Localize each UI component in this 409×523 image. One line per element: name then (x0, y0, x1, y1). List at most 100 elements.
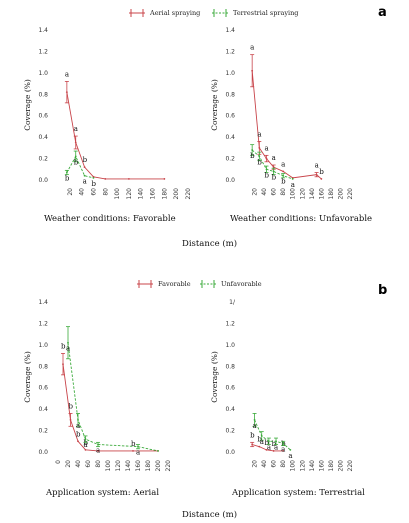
data-point (84, 448, 87, 451)
data-point (251, 443, 254, 446)
data-point (272, 450, 275, 452)
y-axis-label: Coverage (%) (210, 351, 219, 403)
data-point (275, 440, 277, 443)
significance-letter: a (281, 160, 285, 168)
chart-aerial-system: Coverage (%) 0.0 0.2 0.4 0.6 0.8 1.0 1.2 1.4 0 20 4… (23, 299, 172, 471)
x-tick-label: 180 (328, 188, 335, 200)
series-dashed: aaa a aa (252, 413, 293, 460)
significance-letter: b (61, 342, 66, 350)
significance-letter: a (267, 443, 271, 451)
significance-letter: b (250, 431, 255, 439)
significance-letter: a (250, 44, 254, 52)
x-tick-label: 80 (280, 188, 287, 196)
legend-b-swatch-1 (137, 280, 153, 288)
significance-letter: b (319, 168, 324, 176)
x-tick-label: 60 (85, 460, 92, 468)
significance-letter: b (84, 439, 89, 447)
data-point (265, 168, 268, 171)
y-tick-label: 0.4 (38, 134, 48, 141)
data-point (251, 69, 254, 72)
significance-letter: a (291, 181, 295, 189)
x-tick-label: 120 (299, 460, 306, 472)
data-point (291, 178, 294, 180)
significance-letter: b (83, 156, 88, 164)
y-tick-label: 0.8 (38, 91, 48, 98)
data-point (282, 174, 285, 177)
chart-terrestrial-system: Coverage (%) 0.0 0.2 0.4 0.6 0.8 1.0 1.2 1/20 40 6… (210, 299, 354, 471)
y-tick-label: 1.4 (225, 27, 235, 34)
data-point (104, 178, 107, 180)
y-tick-label: 1.4 (38, 27, 48, 34)
significance-letter: a (288, 452, 292, 460)
x-tick-label: 100 (105, 460, 112, 472)
data-point (251, 149, 254, 151)
x-tick-label: 40 (75, 460, 82, 468)
y-tick-label: 1.2 (225, 320, 235, 327)
y-tick-label: 0.0 (38, 177, 48, 184)
data-point (92, 176, 95, 179)
y-tick-label: 1.0 (38, 342, 48, 349)
data-point (282, 442, 285, 445)
data-point (258, 445, 261, 448)
legend-b-label-2: Unfavorable (221, 280, 262, 288)
x-tick-label: 20 (65, 460, 72, 468)
data-point (267, 440, 270, 443)
significance-letter: a (264, 144, 268, 152)
significance-letter: b (281, 178, 286, 186)
data-point (253, 418, 256, 421)
data-point (265, 157, 268, 160)
series-line (251, 70, 322, 180)
significance-letter: b (65, 175, 70, 183)
y-tick-label: 0.0 (38, 449, 48, 456)
significance-letter: a (66, 345, 70, 353)
significance-letter: a (96, 447, 100, 455)
y-tick-label: 0.8 (225, 91, 235, 98)
significance-letter: b (257, 436, 262, 444)
series-line (67, 342, 159, 452)
data-point (62, 363, 64, 366)
data-point (258, 146, 261, 149)
y-tick-label: 0.6 (38, 385, 48, 392)
y-tick-label: 0.6 (225, 385, 235, 392)
data-point (157, 450, 159, 452)
significance-letter: a (76, 422, 80, 430)
series-line (66, 155, 94, 179)
y-tick-label: 1.0 (225, 342, 235, 349)
x-tick-label: 180 (161, 188, 168, 200)
significance-letter: b (272, 440, 277, 448)
x-tick-label: 40 (261, 460, 268, 468)
data-point (163, 178, 166, 180)
x-tick-label: 80 (102, 188, 109, 196)
data-point (315, 173, 318, 176)
chart-favorable-weather: Coverage (%) 0.0 0.2 0.4 0.6 0.8 1.0 1.2 1.4 20 40… (23, 27, 192, 199)
legend-a-label-2: Terrestrial spraying (233, 9, 298, 17)
x-tick-label: 160 (318, 188, 325, 200)
y-tick-label: 0.2 (225, 156, 235, 163)
x-tick-label: 100 (290, 460, 297, 472)
x-tick-label: 20 (67, 188, 74, 196)
y-tick-label: 0.0 (225, 449, 235, 456)
significance-letter: b (272, 173, 277, 181)
significance-letter: b (131, 440, 136, 448)
data-point (282, 450, 285, 452)
significance-letter: a (65, 70, 69, 78)
legend-b-label-1: Favorable (158, 280, 191, 288)
x-tick-label: 160 (318, 460, 325, 472)
x-tick-label: 200 (337, 460, 344, 472)
x-tick-label: 220 (165, 460, 172, 472)
data-point (289, 448, 292, 451)
y-tick-label: 1/ (229, 299, 236, 306)
x-tick-label: 220 (347, 460, 354, 472)
x-tick-label: 120 (126, 188, 133, 200)
x-tick-label: 200 (173, 188, 180, 200)
data-point (84, 438, 87, 441)
significance-letter: a (272, 154, 276, 162)
series-dashed: bba b (64, 150, 96, 188)
significance-letter: b (74, 158, 79, 166)
data-point (132, 450, 134, 452)
legend-a-swatch-2 (212, 9, 228, 17)
significance-letter: a (260, 438, 264, 446)
significance-letter: b (76, 430, 81, 438)
data-point (282, 170, 285, 173)
series-line (66, 92, 165, 180)
